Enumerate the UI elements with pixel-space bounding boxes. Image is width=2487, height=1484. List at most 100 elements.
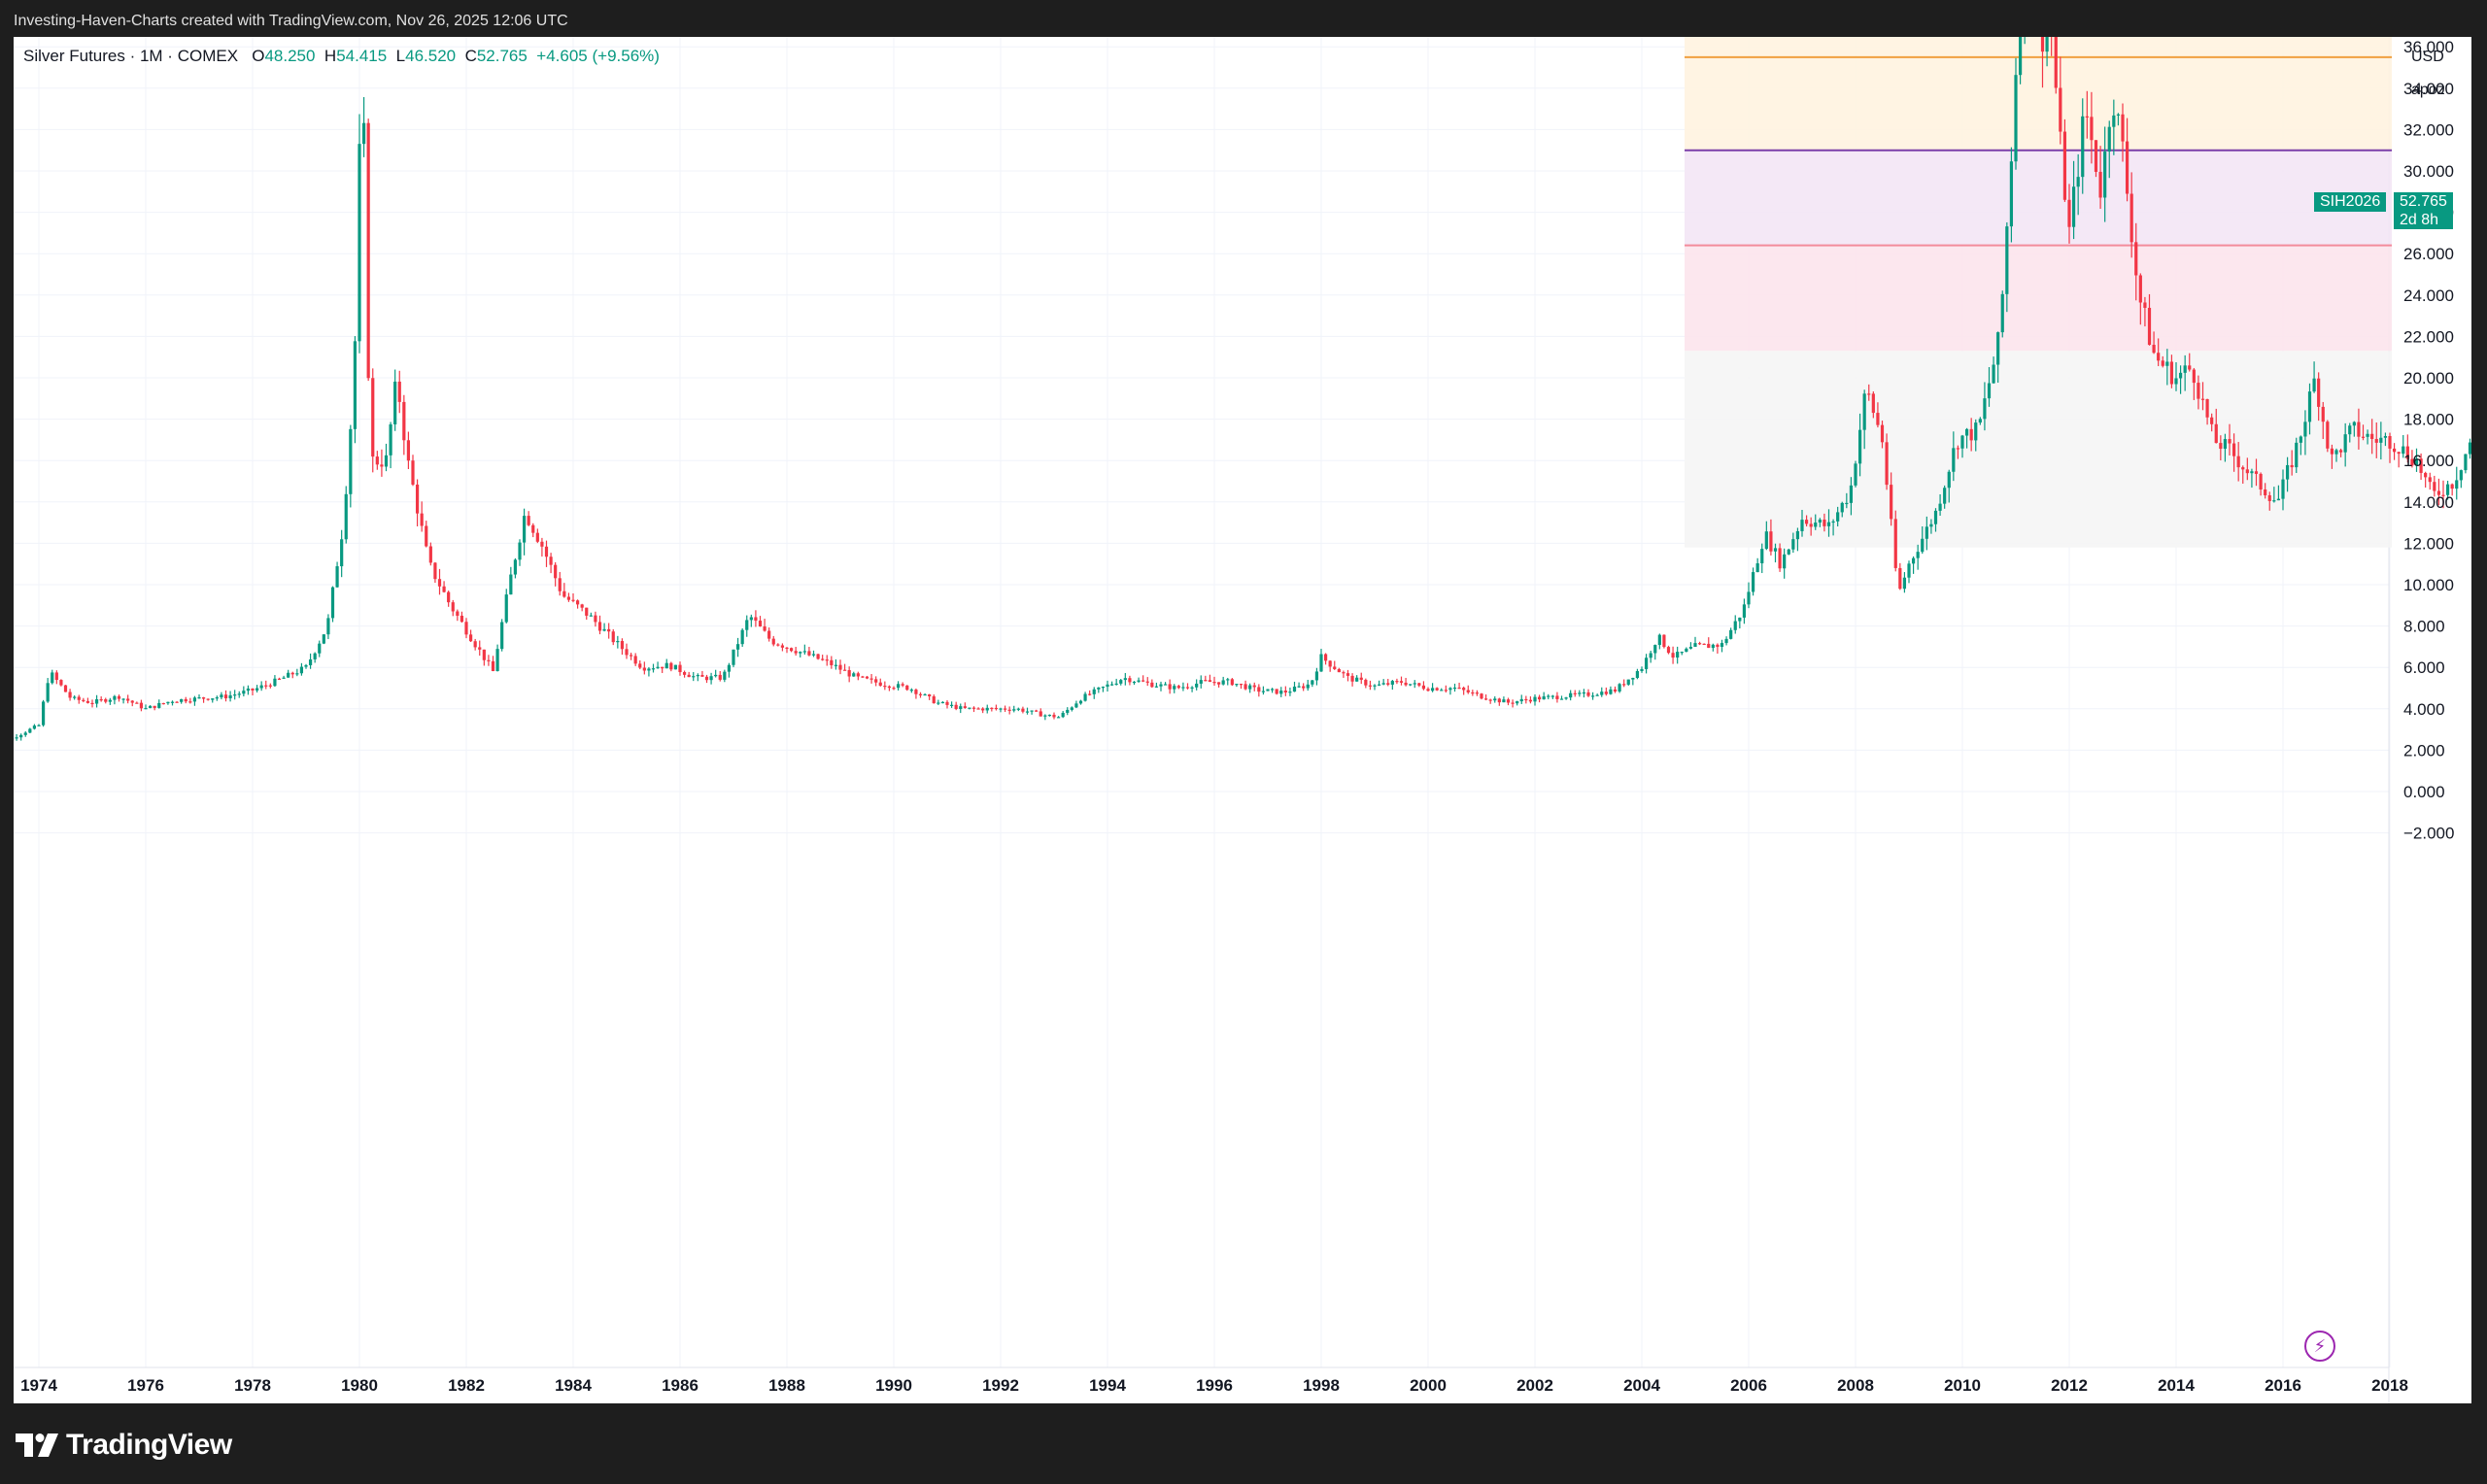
- candle-body: [2433, 482, 2436, 491]
- chart-panel[interactable]: 56.00054.00052.00050.00048.00046.00044.0…: [14, 37, 2471, 1403]
- currency-label[interactable]: USD: [2411, 49, 2444, 65]
- candle-body: [85, 700, 90, 703]
- candle-body: [495, 649, 499, 671]
- candle-body: [1452, 687, 1457, 690]
- candle-body: [1697, 643, 1702, 645]
- candle-body: [928, 693, 932, 696]
- fib-zone: [1685, 37, 2392, 151]
- candle-body: [1929, 523, 1933, 527]
- x-tick-label: 1980: [341, 1376, 378, 1395]
- candle-body: [161, 702, 165, 705]
- candle-body: [1550, 695, 1554, 697]
- candle-body: [1297, 686, 1301, 688]
- candle-body: [959, 706, 963, 709]
- y-tick-label: 0.000: [2403, 783, 2445, 801]
- candle-body: [1279, 691, 1283, 694]
- attribution-text: Investing-Haven-Charts created with Trad…: [14, 13, 568, 29]
- candle-body: [945, 701, 949, 705]
- fib-zones: [1685, 37, 2392, 548]
- price-chart[interactable]: 56.00054.00052.00050.00048.00046.00044.0…: [14, 37, 2471, 1403]
- candle-body: [2245, 469, 2249, 474]
- candle-body: [1800, 520, 1804, 531]
- candle-body: [2076, 177, 2080, 187]
- candle-body: [2299, 436, 2302, 443]
- candle-body: [1956, 448, 1960, 450]
- candle-body: [861, 676, 865, 678]
- candle-body: [397, 381, 401, 402]
- candle-body: [1070, 707, 1073, 710]
- high-label: H: [324, 47, 337, 65]
- lightning-icon[interactable]: ⚡: [2304, 1331, 2335, 1362]
- candle-body: [878, 682, 882, 687]
- candle-body: [353, 341, 358, 429]
- candle-body: [869, 678, 873, 680]
- candle-body: [268, 685, 272, 687]
- candle-body: [1685, 648, 1688, 653]
- candle-body: [1337, 668, 1341, 673]
- last-price-tag: 52.765 2d 8h: [2394, 192, 2453, 229]
- candle-body: [2250, 471, 2254, 474]
- y-tick-label: 16.000: [2403, 452, 2454, 470]
- high-value: 54.415: [336, 47, 388, 65]
- candle-body: [1969, 428, 1973, 441]
- candle-body: [1992, 364, 1995, 384]
- candle-body: [366, 122, 370, 379]
- fib-zone: [1685, 150, 2392, 246]
- candle-body: [718, 674, 722, 680]
- candle-body: [1823, 519, 1826, 526]
- candle-body: [63, 685, 68, 692]
- tradingview-logo[interactable]: TradingView: [16, 1429, 232, 1462]
- x-tick-label: 1988: [768, 1376, 805, 1395]
- candle-body: [1586, 691, 1590, 696]
- candle-body: [1849, 485, 1854, 503]
- candle-body: [1506, 699, 1511, 703]
- scale-mode-label[interactable]: apoz: [2411, 82, 2445, 98]
- candle-body: [1649, 653, 1652, 658]
- candle-body: [402, 401, 406, 441]
- candle-body: [1987, 383, 1992, 399]
- candle-body: [2214, 423, 2218, 444]
- candle-body: [1355, 677, 1359, 682]
- candle-body: [1893, 519, 1897, 568]
- candle-body: [2361, 436, 2366, 438]
- candle-body: [1791, 539, 1795, 550]
- candle-body: [135, 702, 139, 704]
- candle-body: [1390, 681, 1394, 685]
- candle-body: [1528, 699, 1533, 702]
- candle-body: [1244, 684, 1247, 690]
- candle-body: [544, 546, 549, 557]
- candle-body: [735, 644, 740, 650]
- x-axis[interactable]: 1974 1976 1978 1980 1982 1984 1986 1988 1990 1992…: [20, 1376, 2471, 1395]
- candle-body: [2200, 398, 2205, 400]
- candle-body: [802, 651, 806, 653]
- candle-body: [1204, 680, 1208, 682]
- candle-body: [594, 615, 597, 623]
- candle-body: [2094, 140, 2098, 172]
- candle-body: [522, 516, 527, 543]
- candle-body: [1502, 699, 1506, 703]
- candle-body: [108, 699, 112, 702]
- candle-body: [2098, 171, 2102, 198]
- y-axis[interactable]: 56.00054.00052.00050.00048.00046.00044.0…: [2403, 37, 2454, 843]
- candle-body: [170, 701, 175, 703]
- candle-body: [1373, 685, 1377, 687]
- candle-body: [682, 672, 687, 675]
- candle-body: [2169, 361, 2174, 385]
- candle-body: [259, 685, 263, 689]
- candle-body: [1106, 684, 1109, 688]
- candle-body: [1707, 643, 1711, 649]
- grid-lines: [14, 37, 2391, 1403]
- candle-body: [68, 691, 72, 698]
- candle-body: [732, 649, 735, 665]
- footer-bar: TradingView: [0, 1403, 2487, 1484]
- candle-body: [358, 144, 361, 342]
- candle-body: [642, 667, 646, 671]
- candle-body: [1555, 695, 1559, 699]
- candle-body: [1547, 695, 1550, 697]
- candle-body: [1457, 687, 1461, 690]
- candle-body: [740, 629, 744, 645]
- candle-body: [1831, 521, 1835, 523]
- candle-body: [425, 525, 428, 547]
- candle-body: [2054, 37, 2058, 88]
- candle-body: [1350, 675, 1354, 682]
